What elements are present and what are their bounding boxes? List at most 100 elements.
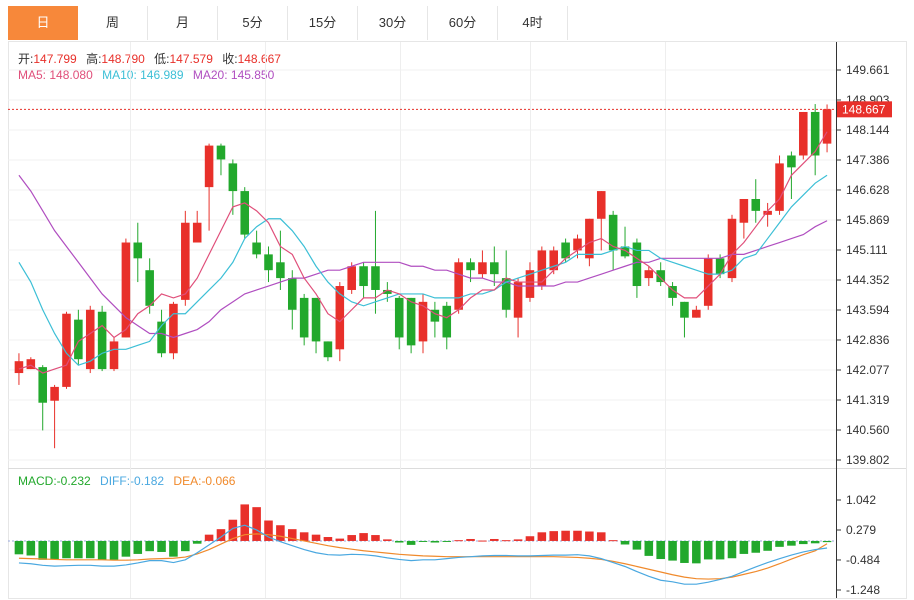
macd-bar (359, 533, 368, 541)
tab-day[interactable]: 日 (8, 6, 78, 40)
tab-4h[interactable]: 4时 (498, 6, 568, 40)
tab-30min[interactable]: 30分 (358, 6, 428, 40)
macd-bar (454, 540, 463, 542)
candle-body (561, 242, 570, 259)
y-tick-label: 149.661 (846, 63, 890, 77)
macd-bar (121, 540, 131, 557)
candle-body (418, 301, 428, 342)
macd-bar (74, 540, 83, 559)
candle-body (264, 254, 273, 271)
macd-bar (513, 539, 523, 541)
candle-body (371, 266, 380, 290)
candle-body (181, 222, 190, 300)
timeframe-tabs: 日 周 月 5分 15分 30分 60分 4时 (8, 6, 906, 42)
macd-bar (751, 540, 761, 553)
macd-bar (347, 535, 356, 541)
macd-bar (596, 532, 606, 541)
macd-bar (50, 540, 59, 560)
macd-bar (26, 540, 36, 556)
candle-body (252, 242, 261, 255)
diff-readout: DIFF:-0.182 (100, 474, 165, 488)
macd-bar (38, 540, 47, 560)
macd-bar (525, 536, 535, 541)
candle-body (145, 270, 154, 306)
y-tick-label: 141.319 (846, 393, 890, 407)
candle-body (775, 163, 784, 211)
macd-y-tick-label: -0.484 (846, 553, 880, 567)
candle-body (454, 262, 463, 310)
macd-readout: MACD:-0.232 (18, 474, 91, 488)
candle-body (715, 258, 725, 275)
candle-body (133, 242, 143, 259)
macd-bar (192, 540, 202, 544)
candle-body (727, 218, 737, 279)
candle-body (406, 297, 416, 346)
candle-body (335, 286, 345, 350)
candle-body (359, 266, 368, 287)
macd-bar (549, 531, 559, 541)
y-tick-label: 139.802 (846, 453, 890, 467)
candle-body (680, 301, 689, 318)
tab-60min[interactable]: 60分 (428, 6, 498, 40)
candle-body (525, 270, 535, 298)
macd-bar (371, 535, 380, 541)
ohlc-legend: 开:147.799 高:148.790 低:147.579 收:148.667 (18, 50, 287, 67)
last-price-label: 148.667 (842, 102, 886, 116)
macd-bar (501, 540, 511, 542)
tab-15min[interactable]: 15分 (288, 6, 358, 40)
candle-body (216, 145, 226, 160)
tab-month[interactable]: 月 (148, 6, 218, 40)
candle-body (466, 262, 475, 271)
macd-bar (466, 538, 475, 541)
y-tick-label: 142.077 (846, 363, 890, 377)
candle-body (204, 145, 214, 188)
candle-body (668, 286, 677, 298)
macd-bar (715, 540, 725, 560)
candle-body (501, 278, 511, 310)
candle-body (763, 210, 772, 215)
ma10-line (18, 174, 828, 366)
macd-bar (216, 529, 226, 541)
macd-bar (573, 530, 582, 541)
candle-body (299, 297, 309, 338)
macd-bar (169, 540, 178, 557)
macd-bar (157, 540, 166, 552)
candle-body (50, 386, 59, 401)
tab-week[interactable]: 周 (78, 6, 148, 40)
macd-bar (287, 529, 297, 541)
macd-bar (264, 520, 273, 541)
candle-body (810, 111, 820, 156)
macd-bar (299, 532, 309, 541)
macd-legend: MACD:-0.232 DIFF:-0.182 DEA:-0.066 (18, 474, 241, 488)
macd-y-tick-label: 0.279 (846, 523, 876, 537)
y-tick-label: 143.594 (846, 303, 890, 317)
ma5-readout: MA5: 148.080 (18, 68, 93, 82)
y-tick-label: 145.869 (846, 213, 890, 227)
candle-body (74, 319, 83, 360)
macd-bar (775, 540, 784, 547)
candle-body (38, 367, 47, 403)
macd-bar (680, 540, 689, 563)
macd-bar (822, 540, 832, 543)
candle-body (228, 163, 238, 192)
macd-bar (97, 540, 107, 560)
candle-body (608, 214, 618, 251)
macd-bar (585, 531, 594, 541)
macd-y-tick-label: -1.248 (846, 583, 880, 597)
candle-body (394, 297, 404, 338)
macd-y-tick-label: 1.042 (846, 493, 876, 507)
macd-bar (394, 540, 404, 543)
candle-body (169, 303, 178, 354)
macd-bar (252, 507, 261, 541)
ma20-readout: MA20: 145.850 (192, 68, 275, 82)
macd-bar (727, 540, 737, 559)
y-tick-label: 146.628 (846, 183, 890, 197)
macd-bar (620, 540, 630, 545)
tab-5min[interactable]: 5分 (218, 6, 288, 40)
y-tick-label: 147.386 (846, 153, 890, 167)
macd-bar (228, 519, 238, 541)
macd-bar (85, 540, 95, 559)
diff-line (18, 524, 828, 585)
candle-body (157, 321, 166, 354)
